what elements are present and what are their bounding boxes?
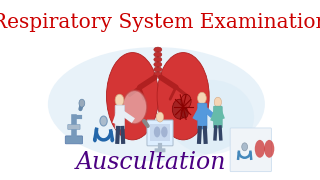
Circle shape (115, 94, 124, 106)
Circle shape (156, 112, 164, 122)
Ellipse shape (154, 67, 162, 72)
FancyBboxPatch shape (68, 125, 80, 129)
FancyBboxPatch shape (230, 128, 271, 172)
Ellipse shape (264, 140, 274, 158)
Ellipse shape (154, 72, 162, 77)
Ellipse shape (154, 47, 162, 52)
Circle shape (100, 116, 107, 126)
Ellipse shape (154, 52, 162, 57)
Ellipse shape (167, 80, 254, 154)
Circle shape (242, 143, 248, 151)
Ellipse shape (154, 57, 162, 62)
Text: Auscultation: Auscultation (76, 151, 227, 174)
Ellipse shape (154, 127, 160, 137)
FancyBboxPatch shape (147, 120, 173, 146)
Circle shape (110, 137, 114, 142)
Circle shape (181, 94, 191, 108)
Circle shape (181, 108, 188, 118)
Circle shape (79, 99, 85, 107)
Ellipse shape (255, 140, 265, 158)
FancyBboxPatch shape (213, 106, 222, 128)
Circle shape (93, 137, 97, 142)
Ellipse shape (107, 53, 158, 140)
FancyBboxPatch shape (155, 148, 165, 152)
FancyBboxPatch shape (115, 105, 124, 129)
Circle shape (122, 90, 147, 124)
Ellipse shape (161, 127, 168, 137)
Circle shape (214, 97, 221, 107)
FancyBboxPatch shape (65, 136, 83, 144)
Circle shape (172, 99, 187, 119)
FancyBboxPatch shape (198, 103, 207, 129)
Ellipse shape (154, 62, 162, 67)
Ellipse shape (48, 47, 265, 161)
FancyBboxPatch shape (150, 124, 170, 141)
Circle shape (198, 92, 206, 104)
Ellipse shape (157, 53, 209, 140)
Text: Respiratory System Examination: Respiratory System Examination (0, 13, 320, 32)
